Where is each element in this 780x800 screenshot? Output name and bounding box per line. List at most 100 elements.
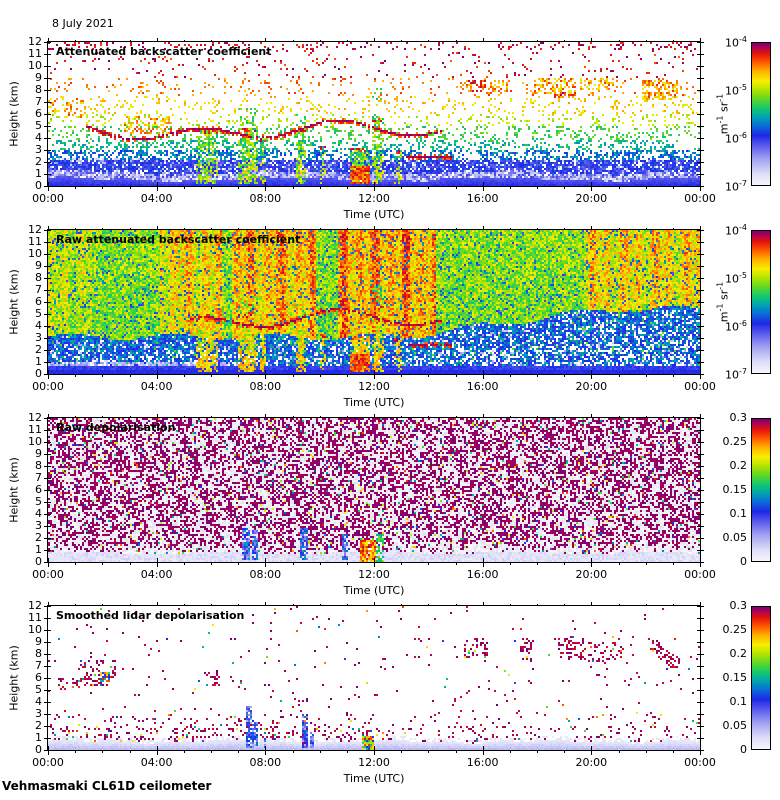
colorbar-canvas-smooth_depol xyxy=(751,606,771,750)
x-tick-label: 16:00 xyxy=(466,192,499,205)
y-tick-label: 8 xyxy=(35,271,42,284)
x-tick-label: 00:00 xyxy=(684,192,716,205)
x-tick-label: 12:00 xyxy=(358,192,390,205)
y-tick-label: 11 xyxy=(28,611,42,624)
colorbar-tick-label: 0.3 xyxy=(729,411,748,424)
y-tick-label: 3 xyxy=(35,707,42,720)
x-tick-label: 00:00 xyxy=(32,568,64,581)
y-tick-label: 4 xyxy=(35,319,42,332)
height-axis-label: Height (km) xyxy=(7,81,21,147)
colorbar-tick-label: 0.2 xyxy=(729,647,748,660)
colorbar-canvas-raw_backscatter xyxy=(751,230,771,374)
y-tick-label: 3 xyxy=(35,143,42,156)
y-tick-label: 0 xyxy=(35,179,42,192)
y-tick-label: 6 xyxy=(35,483,42,496)
colorbar-tick-label: 10-7 xyxy=(725,179,747,194)
y-tick-label: 0 xyxy=(35,367,42,380)
y-tick-label: 7 xyxy=(35,659,42,672)
x-tick-label: 00:00 xyxy=(32,192,64,205)
y-tick-label: 8 xyxy=(35,83,42,96)
colorbar-tick-label: 0.2 xyxy=(729,459,748,472)
y-tick-label: 2 xyxy=(35,343,42,356)
y-tick-label: 5 xyxy=(35,495,42,508)
y-tick-label: 12 xyxy=(28,35,42,48)
y-tick-label: 6 xyxy=(35,107,42,120)
y-tick-label: 1 xyxy=(35,355,42,368)
x-tick-label: 12:00 xyxy=(358,568,390,581)
x-tick-label: 00:00 xyxy=(684,756,716,769)
y-tick-label: 1 xyxy=(35,167,42,180)
y-tick-label: 12 xyxy=(28,411,42,424)
y-tick-label: 7 xyxy=(35,471,42,484)
colorbar-tick-label: 10-5 xyxy=(725,83,747,98)
y-tick-label: 6 xyxy=(35,295,42,308)
y-tick-label: 8 xyxy=(35,647,42,660)
plot-canvas-backscatter xyxy=(40,34,708,194)
panel-title-raw-depolarisation: Raw depolarisation xyxy=(56,421,176,434)
colorbar-tick-label: 0 xyxy=(740,743,747,756)
y-tick-label: 10 xyxy=(28,435,42,448)
colorbar-tick-label: 10-7 xyxy=(725,367,747,382)
colorbar-unit-label: m-1 sr-1 xyxy=(715,281,731,323)
x-tick-label: 04:00 xyxy=(140,192,173,205)
y-tick-label: 5 xyxy=(35,307,42,320)
x-tick-label: 08:00 xyxy=(249,192,282,205)
panel-title-raw-backscatter: Raw attenuated backscatter coefficient xyxy=(56,233,301,246)
colorbar-tick-label: 0.15 xyxy=(722,671,748,684)
x-tick-label: 20:00 xyxy=(575,380,608,393)
x-tick-label: 12:00 xyxy=(358,756,390,769)
colorbar-unit-label: m-1 sr-1 xyxy=(715,93,731,135)
y-tick-label: 9 xyxy=(35,635,42,648)
colorbar-tick-label: 0 xyxy=(740,555,747,568)
y-tick-label: 9 xyxy=(35,259,42,272)
x-tick-label: 00:00 xyxy=(32,756,64,769)
y-tick-label: 1 xyxy=(35,731,42,744)
y-tick-label: 3 xyxy=(35,331,42,344)
colorbar-tick-label: 0.1 xyxy=(729,695,748,708)
plot-canvas-raw_depol xyxy=(40,410,708,570)
x-tick-label: 00:00 xyxy=(32,380,64,393)
time-axis-label: Time (UTC) xyxy=(343,208,405,221)
y-tick-label: 11 xyxy=(28,235,42,248)
x-tick-label: 08:00 xyxy=(249,568,282,581)
x-tick-label: 16:00 xyxy=(466,568,499,581)
y-tick-label: 8 xyxy=(35,459,42,472)
x-tick-label: 00:00 xyxy=(684,568,716,581)
colorbar-tick-label: 10-4 xyxy=(725,35,747,50)
y-tick-label: 5 xyxy=(35,119,42,132)
y-tick-label: 3 xyxy=(35,519,42,532)
colorbar-canvas-raw_depol xyxy=(751,418,771,562)
y-tick-label: 4 xyxy=(35,131,42,144)
x-tick-label: 20:00 xyxy=(575,192,608,205)
y-tick-label: 12 xyxy=(28,599,42,612)
x-tick-label: 12:00 xyxy=(358,380,390,393)
colorbar-tick-label: 10-6 xyxy=(725,319,747,334)
x-tick-label: 08:00 xyxy=(249,380,282,393)
y-tick-label: 6 xyxy=(35,671,42,684)
colorbar-tick-label: 0.05 xyxy=(722,719,748,732)
y-tick-label: 9 xyxy=(35,447,42,460)
x-tick-label: 04:00 xyxy=(140,568,173,581)
height-axis-label: Height (km) xyxy=(7,269,21,335)
plot-canvas-raw_backscatter xyxy=(40,222,708,382)
colorbar-canvas-backscatter xyxy=(751,42,771,186)
plot-canvas-smooth_depol xyxy=(40,598,708,758)
y-tick-label: 7 xyxy=(35,95,42,108)
x-tick-label: 04:00 xyxy=(140,756,173,769)
colorbar-tick-label: 10-6 xyxy=(725,131,747,146)
y-tick-label: 10 xyxy=(28,623,42,636)
colorbar-tick-label: 0.25 xyxy=(722,623,748,636)
x-tick-label: 16:00 xyxy=(466,756,499,769)
time-axis-label: Time (UTC) xyxy=(343,772,405,785)
date-label: 8 July 2021 xyxy=(52,17,114,30)
y-tick-label: 4 xyxy=(35,695,42,708)
y-tick-label: 2 xyxy=(35,155,42,168)
height-axis-label: Height (km) xyxy=(7,457,21,523)
time-axis-label: Time (UTC) xyxy=(343,396,405,409)
y-tick-label: 11 xyxy=(28,47,42,60)
colorbar-tick-label: 0.1 xyxy=(729,507,748,520)
x-tick-label: 20:00 xyxy=(575,756,608,769)
y-tick-label: 9 xyxy=(35,71,42,84)
panel-title-smoothed-depolarisation: Smoothed lidar depolarisation xyxy=(56,609,245,622)
colorbar-tick-label: 0.25 xyxy=(722,435,748,448)
